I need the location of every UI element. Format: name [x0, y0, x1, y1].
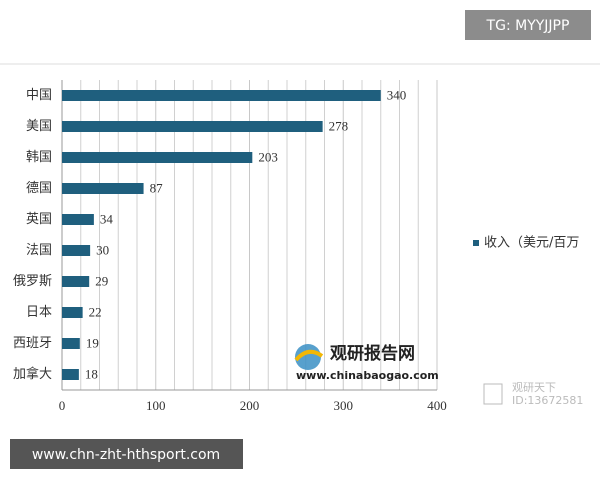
y-tick-label: 美国 — [26, 119, 52, 134]
x-tick-label: 300 — [334, 398, 354, 413]
x-tick-label: 0 — [59, 398, 66, 413]
value-label: 278 — [329, 118, 349, 133]
y-tick-label: 韩国 — [26, 150, 52, 165]
bar — [62, 121, 323, 132]
logo-url: www.chinabaogao.com — [296, 369, 439, 382]
top-badge — [465, 10, 591, 40]
legend-swatch — [473, 240, 479, 246]
y-tick-label: 日本 — [26, 305, 52, 320]
bar — [62, 276, 90, 287]
value-label: 19 — [86, 335, 99, 350]
bar — [62, 338, 80, 349]
y-tick-label: 俄罗斯 — [13, 274, 52, 289]
y-tick-label: 中国 — [26, 88, 52, 103]
logo-name: 观研报告网 — [329, 343, 415, 364]
value-label: 34 — [100, 211, 114, 226]
bottom-badge-text: www.chn-zht-hthsport.com — [32, 447, 220, 463]
value-label: 18 — [85, 366, 98, 381]
value-label: 30 — [96, 242, 109, 257]
value-label: 340 — [387, 87, 407, 102]
value-label: 29 — [95, 273, 108, 288]
x-tick-label: 400 — [427, 398, 447, 413]
bar — [62, 307, 83, 318]
y-tick-label: 西班牙 — [13, 336, 52, 351]
bar — [62, 245, 91, 256]
y-tick-label: 加拿大 — [13, 366, 52, 382]
value-label: 22 — [89, 304, 102, 319]
value-label: 203 — [258, 149, 278, 164]
top-badge-text: TG: MYYJJPP — [486, 18, 570, 34]
corner-name: 观研天下 — [512, 381, 556, 394]
x-tick-label: 200 — [240, 398, 260, 413]
value-label: 87 — [150, 180, 164, 195]
y-tick-label: 法国 — [26, 243, 52, 258]
legend-label: 收入（美元/百万 — [484, 236, 579, 251]
bar — [62, 183, 144, 194]
logo-swoosh — [294, 349, 324, 362]
y-tick-label: 英国 — [26, 212, 52, 227]
corner-icon — [483, 383, 503, 405]
bar — [62, 214, 94, 225]
y-tick-label: 德国 — [26, 181, 52, 196]
bar — [62, 90, 381, 101]
bar — [62, 152, 253, 163]
corner-id: ID:13672581 — [512, 394, 583, 407]
x-tick-label: 100 — [146, 398, 166, 413]
bottom-badge — [10, 439, 243, 469]
bar — [62, 369, 79, 380]
